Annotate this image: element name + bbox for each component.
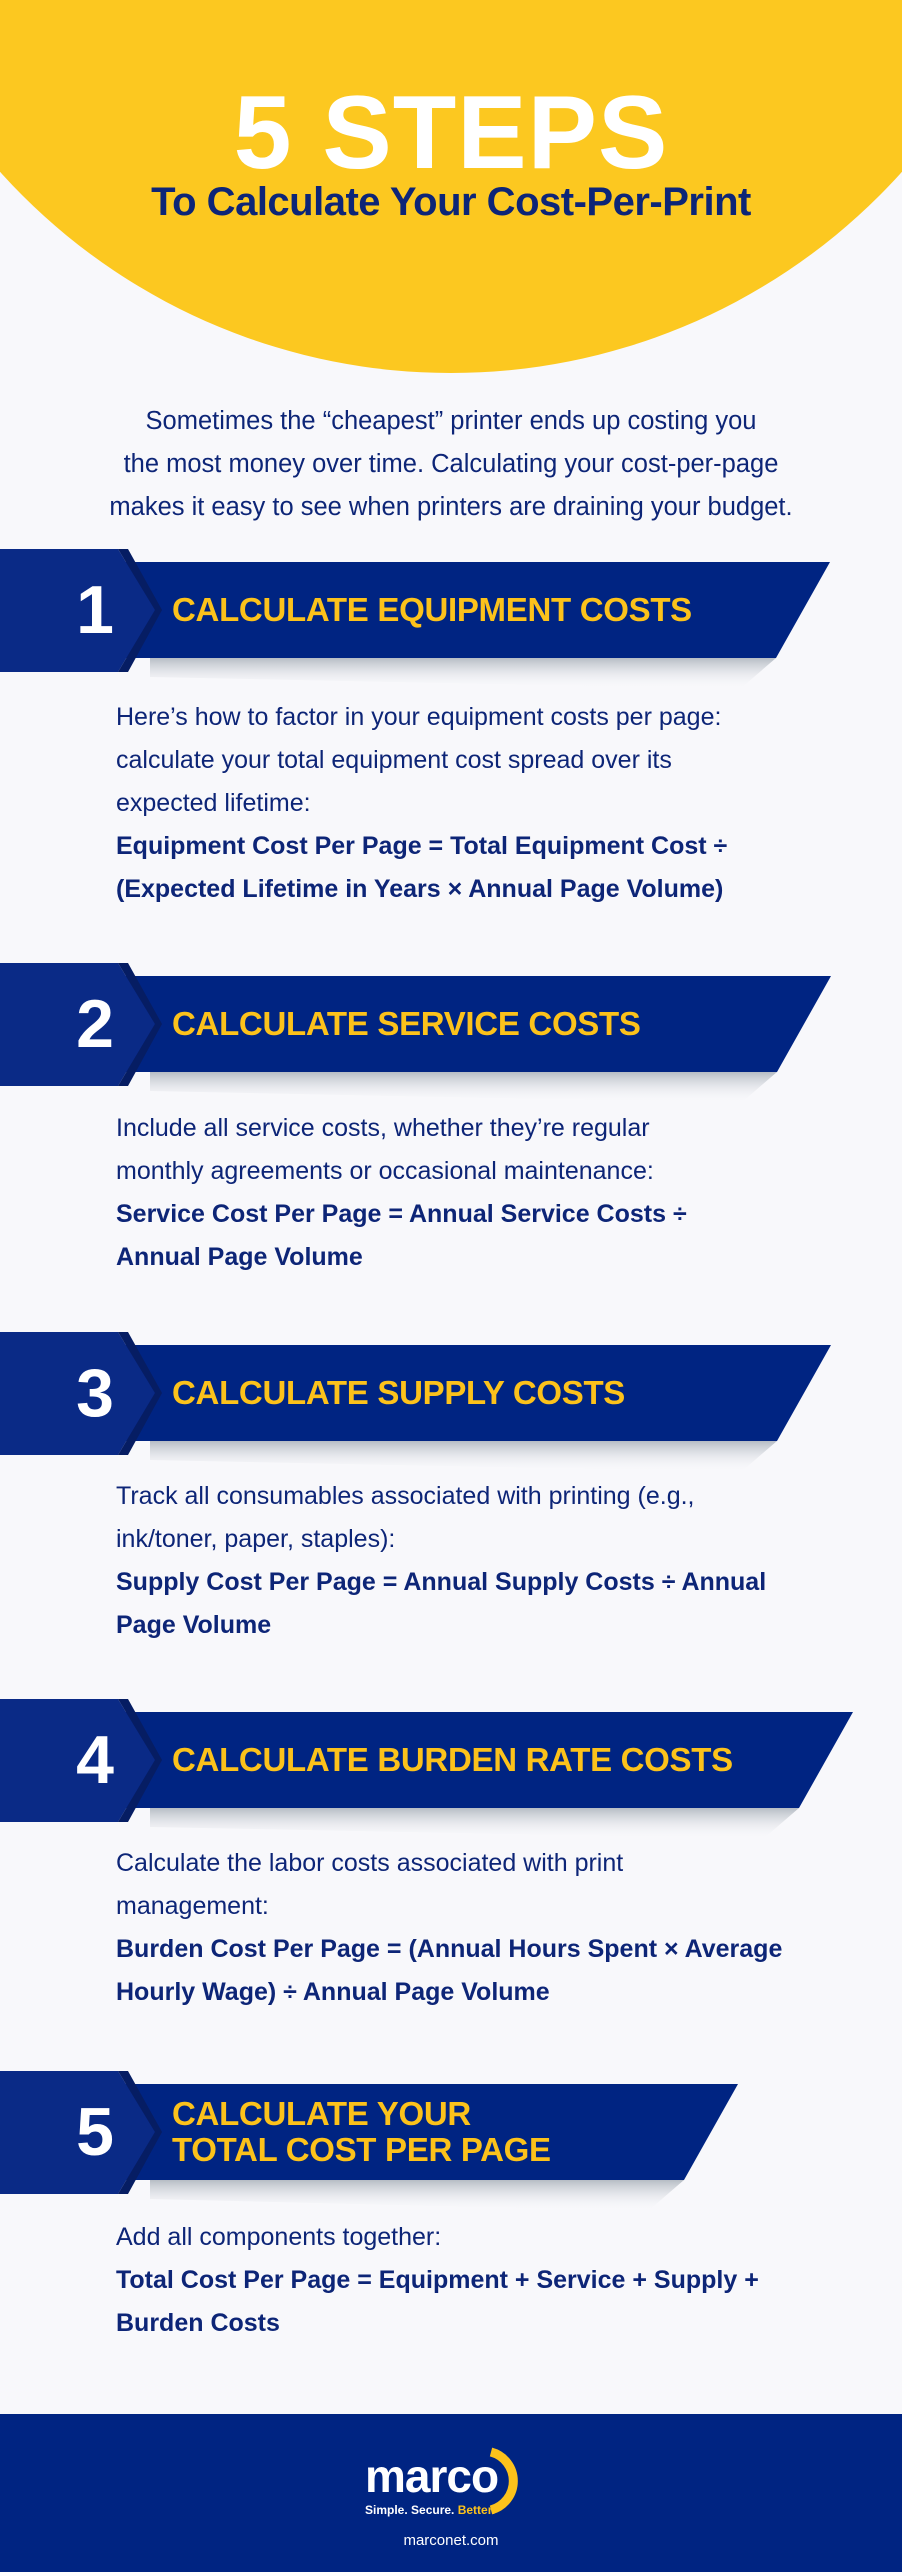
step-title-line: CALCULATE SUPPLY COSTS — [172, 1374, 626, 1411]
step-title: CALCULATE EQUIPMENT COSTS — [172, 562, 692, 658]
ribbon-banner-shape — [0, 2071, 738, 2211]
intro-line: makes it easy to see when printers are d… — [109, 493, 793, 521]
formula-line: Supply Cost Per Page = Annual Supply Cos… — [116, 1568, 767, 1596]
step-4-ribbon: 4 CALCULATE BURDEN RATE COSTS — [0, 1699, 902, 1849]
description-line: Include all service costs, whether they’… — [116, 1114, 650, 1142]
tagline-highlight: Better. — [457, 2503, 496, 2517]
formula-line: Equipment Cost Per Page = Total Equipmen… — [116, 832, 728, 860]
intro-paragraph: Sometimes the “cheapest” printer ends up… — [40, 400, 862, 529]
marco-logo[interactable]: marco Simple. Secure. Better. — [363, 2447, 543, 2528]
ribbon-banner-shape — [0, 549, 830, 689]
footer: marco Simple. Secure. Better. marconet.c… — [0, 2414, 902, 2572]
step-4-description: Calculate the labor costs associated wit… — [116, 1842, 856, 2014]
step-number: 1 — [76, 572, 114, 648]
website-link[interactable]: marconet.com — [403, 2532, 499, 2549]
step-number: 3 — [76, 1355, 114, 1431]
description-line: Track all consumables associated with pr… — [116, 1482, 695, 1510]
description-line: Add all components together: — [116, 2223, 442, 2251]
step-title: CALCULATE BURDEN RATE COSTS — [172, 1712, 733, 1808]
formula-line: Annual Page Volume — [116, 1243, 363, 1271]
page-title: 5 STEPS — [233, 75, 669, 191]
formula-line: Hourly Wage) ÷ Annual Page Volume — [116, 1978, 550, 2006]
step-1-ribbon: 1 CALCULATE EQUIPMENT COSTS — [0, 549, 902, 699]
description-line: Calculate the labor costs associated wit… — [116, 1849, 624, 1877]
step-3-ribbon: 3 CALCULATE SUPPLY COSTS — [0, 1332, 902, 1482]
step-title: CALCULATE YOUR TOTAL COST PER PAGE — [172, 2084, 551, 2180]
step-3-description: Track all consumables associated with pr… — [116, 1475, 856, 1647]
logo-arc-icon — [489, 2447, 518, 2515]
step-number: 5 — [76, 2094, 114, 2170]
step-title-line: CALCULATE BURDEN RATE COSTS — [172, 1741, 733, 1778]
ribbon-banner-shape — [0, 1332, 831, 1472]
tagline-part: Simple. Secure. — [365, 2503, 458, 2517]
description-line: calculate your total equipment cost spre… — [116, 746, 672, 774]
description-line: management: — [116, 1892, 269, 1920]
formula-line: Burden Cost Per Page = (Annual Hours Spe… — [116, 1935, 783, 1963]
intro-line: Sometimes the “cheapest” printer ends up… — [145, 407, 757, 435]
step-title: CALCULATE SUPPLY COSTS — [172, 1345, 625, 1441]
step-1-description: Here’s how to factor in your equipment c… — [116, 696, 856, 911]
ribbon-banner-shape — [0, 1699, 853, 1839]
formula-line: (Expected Lifetime in Years × Annual Pag… — [116, 875, 724, 903]
step-title-line: CALCULATE SERVICE COSTS — [172, 1005, 641, 1042]
step-5-description: Add all components together: Total Cost P… — [116, 2216, 856, 2345]
formula-line: Page Volume — [116, 1611, 272, 1639]
page-subtitle: To Calculate Your Cost-Per-Print — [151, 180, 751, 224]
step-5-ribbon: 5 CALCULATE YOUR TOTAL COST PER PAGE — [0, 2071, 902, 2221]
description-line: expected lifetime: — [116, 789, 311, 817]
step-2-description: Include all service costs, whether they’… — [116, 1107, 856, 1279]
ribbon-banner-shape — [0, 963, 831, 1103]
logo-wordmark: marco — [365, 2450, 499, 2502]
step-2-ribbon: 2 CALCULATE SERVICE COSTS — [0, 963, 902, 1113]
step-number: 2 — [76, 986, 114, 1062]
step-title-line: CALCULATE EQUIPMENT COSTS — [172, 591, 692, 628]
header-yellow-circle — [0, 0, 902, 373]
intro-line: the most money over time. Calculating yo… — [123, 450, 779, 478]
description-line: ink/toner, paper, staples): — [116, 1525, 396, 1553]
formula-line: Service Cost Per Page = Annual Service C… — [116, 1200, 687, 1228]
formula-line: Burden Costs — [116, 2309, 280, 2337]
step-title-line: TOTAL COST PER PAGE — [172, 2131, 551, 2168]
logo-tagline: Simple. Secure. Better. — [365, 2503, 495, 2517]
description-line: monthly agreements or occasional mainten… — [116, 1157, 654, 1185]
step-title: CALCULATE SERVICE COSTS — [172, 976, 641, 1072]
formula-line: Total Cost Per Page = Equipment + Servic… — [116, 2266, 759, 2294]
step-number: 4 — [76, 1722, 114, 1798]
description-line: Here’s how to factor in your equipment c… — [116, 703, 722, 731]
step-title-line: CALCULATE YOUR — [172, 2095, 471, 2132]
